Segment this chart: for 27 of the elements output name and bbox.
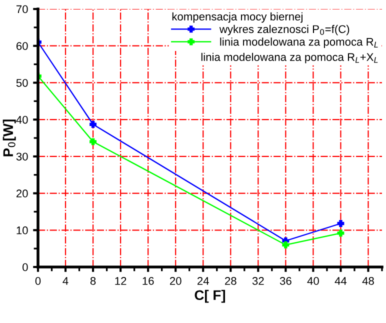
x-tick-label: 44 (334, 277, 347, 285)
x-tick-label: 40 (307, 277, 319, 285)
legend-label: wykres zaleznosci P$_{0}$=f(C) (219, 24, 350, 36)
y-tick-label: 60 (16, 42, 28, 50)
y-tick-label: 0 (22, 263, 28, 272)
legend-label: linia modelowana za pomoca R$_{L}$ (220, 38, 378, 48)
x-axis-title: C[ F] (194, 290, 226, 303)
legend-title: kompensacja mocy biernej (172, 12, 302, 23)
x-tick-label: 32 (252, 277, 264, 285)
y-tick-label: 50 (16, 78, 28, 87)
annotation: linia modelowana za pomoca R$_{L}$+X$_{L}$ (201, 52, 378, 64)
y-tick-label: 10 (16, 226, 28, 234)
y-tick-label: 30 (16, 152, 28, 161)
x-tick-label: 24 (198, 277, 209, 285)
y-tick-label: 40 (16, 116, 28, 124)
x-tick-label: 12 (115, 277, 126, 285)
x-tick-label: 36 (280, 277, 292, 285)
x-tick-label: 8 (90, 277, 96, 285)
y-axis-title: P$_{0}$[W] (2, 120, 16, 156)
x-tick-label: 0 (35, 277, 41, 285)
x-tick-label: 4 (62, 277, 68, 285)
y-tick-label: 70 (16, 5, 28, 14)
x-tick-label: 48 (362, 277, 374, 285)
y-tick-label: 20 (16, 190, 28, 198)
x-tick-label: 20 (170, 277, 182, 285)
x-tick-label: 28 (225, 277, 236, 285)
x-tick-label: 16 (142, 277, 154, 285)
